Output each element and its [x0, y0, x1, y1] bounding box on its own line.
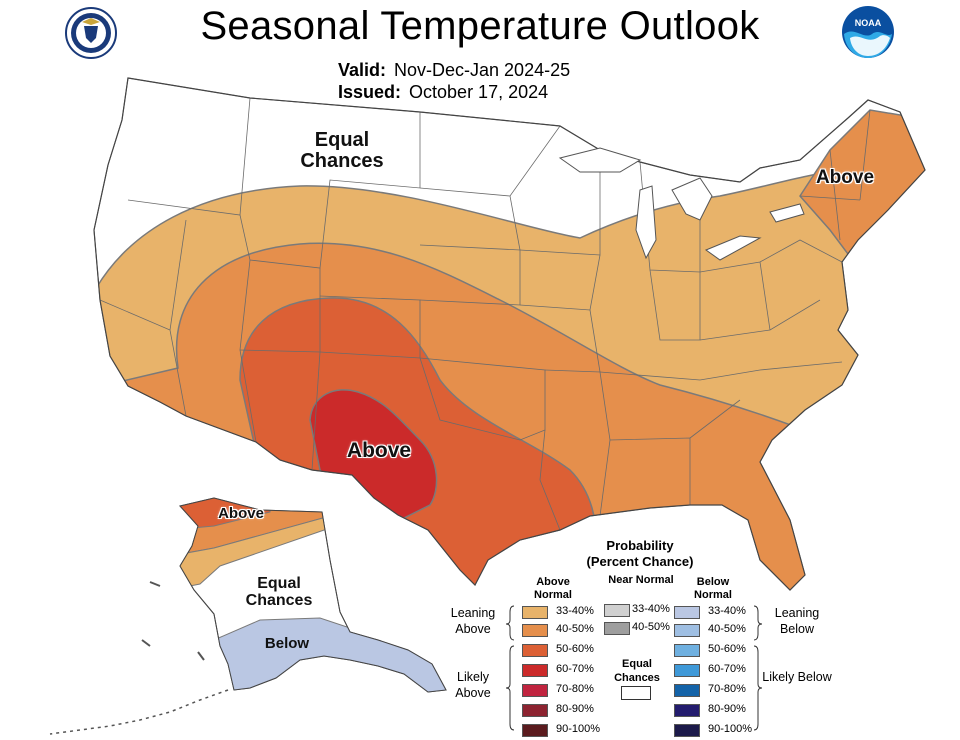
- legend-title-line2: (Percent Chance): [586, 554, 694, 570]
- issued-label: Issued:: [338, 82, 402, 102]
- near-range-label-2: 40-50%: [632, 621, 670, 633]
- doc-seal-icon: [65, 7, 117, 59]
- below-normal-header: Below Normal: [694, 576, 732, 601]
- below-swatch-3: [674, 644, 700, 657]
- noaa-logo-icon: NOAA: [842, 6, 894, 58]
- below-range-label-6: 80-90%: [708, 703, 746, 715]
- above-swatch-1: [522, 606, 548, 619]
- above-swatch-7: [522, 724, 548, 737]
- below-swatch-1: [674, 606, 700, 619]
- state-boundaries: [99, 97, 871, 531]
- below-swatch-6: [674, 704, 700, 717]
- great-lakes: [558, 147, 805, 261]
- below-swatch-7: [674, 724, 700, 737]
- above-range-label-6: 80-90%: [556, 703, 594, 715]
- alaska-below-33-40-region: [199, 617, 446, 692]
- legend-braces: [505, 605, 763, 731]
- alaska: [49, 497, 447, 735]
- legend-title-line1: Probability: [606, 538, 674, 553]
- above-range-label-1: 33-40%: [556, 605, 594, 617]
- below-range-label-5: 70-80%: [708, 683, 746, 695]
- near-swatch-2: [604, 622, 630, 635]
- equal-chances-west-label: Equal Chances: [300, 129, 384, 172]
- below-range-label-7: 90-100%: [708, 723, 753, 735]
- above-swatch-5: [522, 684, 548, 697]
- below-range-label-3: 50-60%: [708, 643, 746, 655]
- equal-chances-alaska-label: Equal Chances: [245, 575, 313, 609]
- alaska-islands: [141, 581, 205, 661]
- above-range-label-3: 50-60%: [556, 643, 594, 655]
- above-swatch-3: [522, 644, 548, 657]
- above-northeast-label: Above: [815, 167, 875, 188]
- leaning-below-label: Leaning Below: [774, 606, 820, 636]
- valid-line: Valid: Nov-Dec-Jan 2024-25: [338, 60, 570, 81]
- probability-legend: Probability (Percent Chance) Above Norma…: [440, 538, 840, 738]
- leaning-above-label: Leaning Above: [450, 606, 496, 636]
- above-normal-header: Above Normal: [534, 576, 572, 601]
- below-swatch-5: [674, 684, 700, 697]
- below-swatch-4: [674, 664, 700, 677]
- likely-below-label: Likely Below: [762, 670, 832, 684]
- above-alaska-label: Above: [218, 505, 264, 522]
- aleutian-islands: [49, 689, 229, 735]
- above-range-label-4: 60-70%: [556, 663, 594, 675]
- above-range-label-7: 90-100%: [556, 723, 601, 735]
- svg-text:NOAA: NOAA: [855, 18, 882, 28]
- below-alaska-label: Below: [264, 635, 310, 652]
- valid-label: Valid:: [338, 60, 387, 80]
- valid-value: Nov-Dec-Jan 2024-25: [394, 60, 571, 80]
- below-swatch-2: [674, 624, 700, 637]
- above-range-label-5: 70-80%: [556, 683, 594, 695]
- above-swatch-2: [522, 624, 548, 637]
- below-range-label-1: 33-40%: [708, 605, 746, 617]
- above-swatch-4: [522, 664, 548, 677]
- page-title: Seasonal Temperature Outlook: [200, 4, 760, 48]
- near-normal-header: Near Normal: [608, 574, 674, 586]
- above-range-label-2: 40-50%: [556, 623, 594, 635]
- conus: [93, 77, 926, 591]
- above-southwest-label: Above: [346, 439, 412, 462]
- issued-line: Issued: October 17, 2024: [338, 82, 548, 103]
- equal-chances-legend-label: Equal Chances: [614, 658, 660, 684]
- near-range-label-1: 33-40%: [632, 603, 670, 615]
- issued-value: October 17, 2024: [409, 82, 549, 102]
- below-range-label-2: 40-50%: [708, 623, 746, 635]
- equal-chances-swatch: [621, 686, 651, 700]
- near-swatch-1: [604, 604, 630, 617]
- legend-title: Probability (Percent Chance): [550, 538, 730, 571]
- below-range-label-4: 60-70%: [708, 663, 746, 675]
- likely-above-label: Likely Above: [455, 670, 491, 700]
- above-swatch-6: [522, 704, 548, 717]
